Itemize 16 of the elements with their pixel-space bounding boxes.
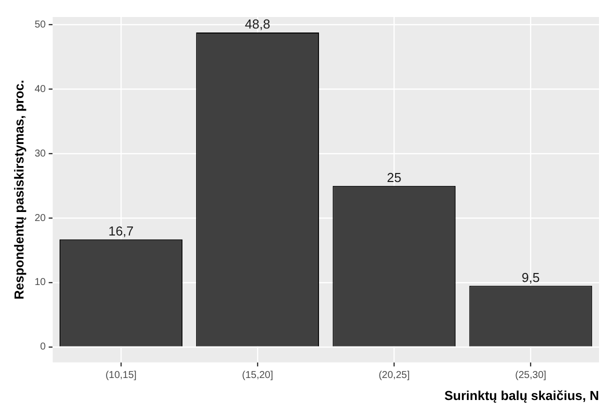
x-tick-label: (10,15] <box>105 370 137 382</box>
data-label: 48,8 <box>244 16 270 32</box>
y-tick-label: 10 <box>34 277 46 288</box>
data-label: 25 <box>386 170 402 185</box>
data-label: 16,7 <box>108 223 134 238</box>
y-tick-label: 40 <box>34 84 46 95</box>
y-tick-label: 20 <box>34 212 46 224</box>
y-axis-title: Respondentų pasiskirstymas, proc. <box>11 80 26 300</box>
data-label: 9,5 <box>522 270 540 285</box>
x-tick-label: (25,30] <box>515 370 546 382</box>
y-tick-label: 0 <box>40 342 46 353</box>
x-tick-label: (20,25] <box>378 370 410 382</box>
x-tick-label: (15,20] <box>242 370 274 382</box>
y-tick-label: 50 <box>34 19 46 30</box>
y-tick-label: 30 <box>34 148 46 160</box>
x-axis-title: Surinktų balų skaičius, N <box>444 388 599 403</box>
